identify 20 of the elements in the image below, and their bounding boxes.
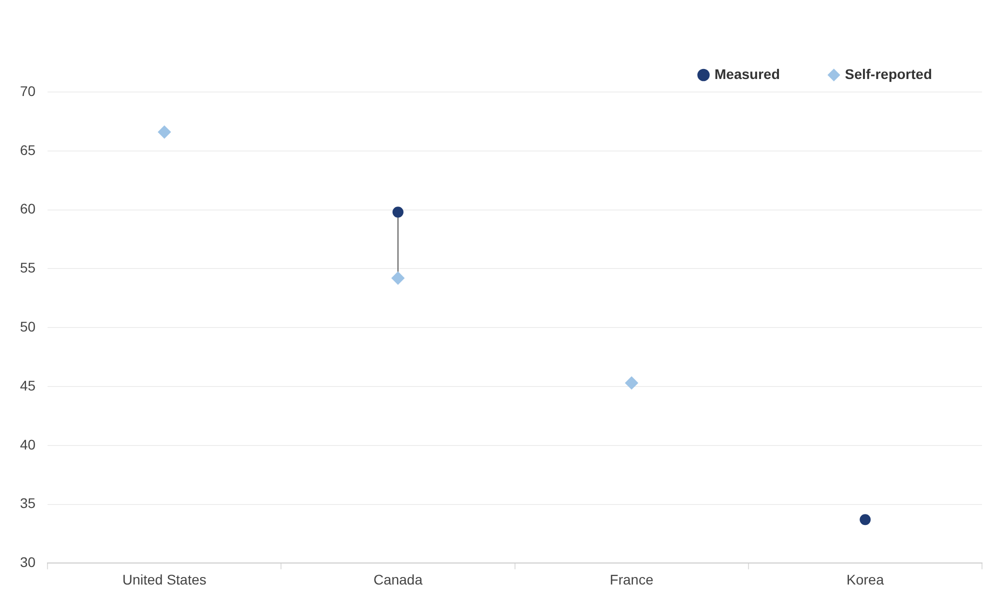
- legend-label: Measured: [714, 66, 780, 82]
- point: [860, 514, 871, 526]
- y-tick-label: 65: [20, 142, 36, 158]
- x-tick-label: France: [610, 571, 654, 588]
- x-tick-label: United States: [122, 571, 206, 588]
- x-tick-label: Korea: [846, 571, 884, 588]
- point: [392, 206, 404, 218]
- legend-label: Self-reported: [844, 66, 932, 82]
- y-tick-label: 50: [20, 318, 36, 334]
- y-tick-label: 60: [20, 200, 36, 217]
- y-tick-label: 35: [20, 495, 36, 512]
- y-tick-label: 40: [20, 436, 36, 452]
- point: [625, 376, 638, 390]
- y-tick-label: 45: [20, 377, 36, 394]
- y-tick-label: 70: [20, 82, 36, 99]
- point: [158, 126, 171, 139]
- y-tick-label: 30: [20, 554, 36, 570]
- x-tick-label: Canada: [373, 571, 423, 588]
- point: [391, 272, 404, 285]
- y-tick-label: 55: [20, 260, 36, 276]
